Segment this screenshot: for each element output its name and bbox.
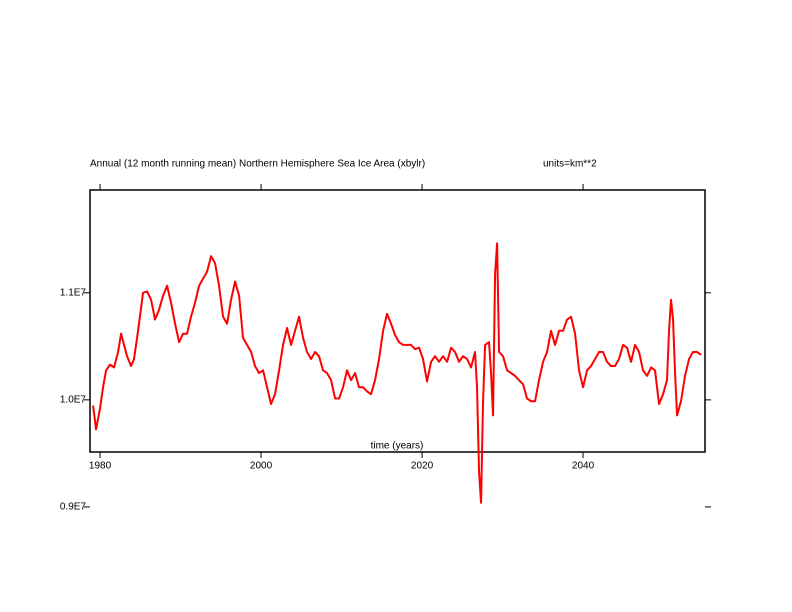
y-tick-label: 1.0E7 <box>60 394 87 405</box>
plot-frame <box>89 189 706 453</box>
x-axis-label: time (years) <box>371 441 424 452</box>
y-tick-label: 1.1E7 <box>60 287 87 298</box>
x-tick-label: 2020 <box>411 461 434 472</box>
y-tick-label: 0.9E7 <box>60 502 87 513</box>
x-tick-label: 2000 <box>250 461 273 472</box>
data-line <box>92 242 702 504</box>
chart-title: Annual (12 month running mean) Northern … <box>90 159 425 170</box>
x-tick-label: 2040 <box>572 461 595 472</box>
units-label: units=km**2 <box>543 159 597 170</box>
x-tick-label: 1980 <box>89 461 112 472</box>
